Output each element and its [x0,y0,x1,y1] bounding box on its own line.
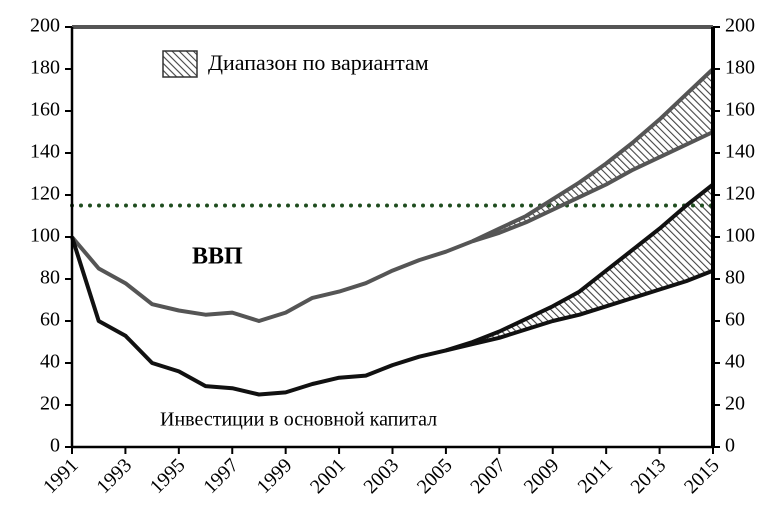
x-tick-label: 2013 [627,454,671,498]
y2-tick-label: 180 [725,57,755,79]
y2-tick-label: 200 [725,15,755,37]
y-tick-label: 120 [30,183,60,205]
y2-tick-label: 120 [725,183,755,205]
y-tick-label: 200 [30,15,60,37]
y-tick-label: 0 [50,435,60,457]
x-tick-label: 2009 [520,454,564,498]
x-tick-label: 1997 [199,454,243,498]
y-tick-label: 100 [30,225,60,247]
x-tick-label: 2007 [466,454,510,498]
legend-label: Диапазон по вариантам [208,50,429,75]
series-line [445,268,714,353]
series-line [70,182,715,397]
y-tick-label: 40 [40,351,60,373]
y2-tick-label: 0 [725,435,735,457]
series-line [472,130,714,244]
series-line [70,67,715,323]
y2-tick-label: 60 [725,309,745,331]
y-tick-label: 80 [40,267,60,289]
y-tick-label: 60 [40,309,60,331]
y2-tick-label: 80 [725,267,745,289]
annotation: ВВП [192,244,243,270]
x-tick-label: 1991 [39,454,83,498]
y-tick-label: 180 [30,57,60,79]
annotation: Инвестиции в основной капитал [160,409,437,431]
y2-tick-label: 100 [725,225,755,247]
x-tick-label: 1995 [146,454,190,498]
x-tick-label: 2011 [574,454,617,497]
range-band [445,184,713,351]
y2-tick-label: 40 [725,351,745,373]
legend-swatch [162,50,198,78]
y-tick-label: 20 [40,393,60,415]
y-tick-label: 140 [30,141,60,163]
y-tick-label: 160 [30,99,60,121]
x-tick-label: 1999 [253,454,297,498]
x-tick-label: 2005 [413,454,457,498]
x-tick-label: 1993 [92,454,136,498]
y2-tick-label: 140 [725,141,755,163]
y2-tick-label: 160 [725,99,755,121]
x-tick-label: 2015 [680,454,724,498]
y2-tick-label: 20 [725,393,745,415]
x-tick-label: 2001 [306,454,350,498]
x-tick-label: 2003 [359,454,403,498]
